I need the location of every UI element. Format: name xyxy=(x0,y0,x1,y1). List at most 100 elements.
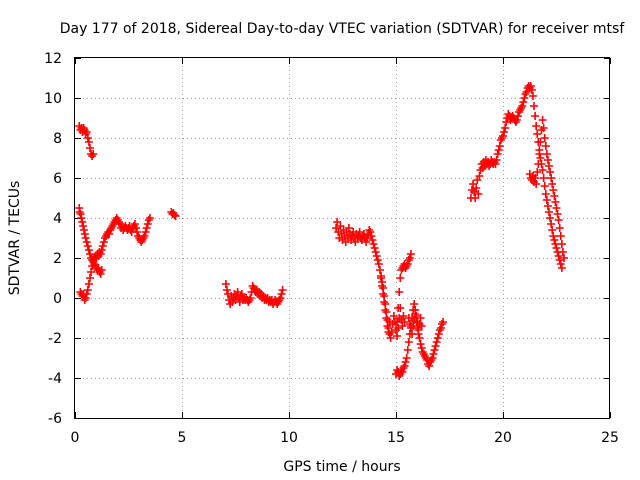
data-point xyxy=(380,298,389,306)
data-point xyxy=(549,232,558,240)
data-point xyxy=(143,220,152,228)
data-point xyxy=(96,270,105,278)
data-point xyxy=(140,232,149,240)
data-point xyxy=(536,138,545,146)
tick-labels: 0 5 10 15 20 25 -6 -4 -2 0 2 4 6 8 10 12 xyxy=(44,51,619,446)
data-point xyxy=(221,280,230,288)
data-point xyxy=(133,228,142,236)
data-point xyxy=(85,274,94,282)
data-point xyxy=(97,246,106,254)
data-point xyxy=(399,312,408,320)
data-point xyxy=(430,346,439,354)
data-point xyxy=(518,102,527,110)
data-point xyxy=(88,262,97,270)
data-point xyxy=(434,330,443,338)
data-point xyxy=(546,214,555,222)
data-point xyxy=(87,268,96,276)
data-point xyxy=(363,234,372,242)
data-point xyxy=(414,330,423,338)
data-point xyxy=(536,154,545,162)
data-point xyxy=(534,160,543,168)
data-point xyxy=(531,112,540,120)
data-point xyxy=(417,322,426,330)
data-point xyxy=(539,124,548,132)
data-point xyxy=(416,314,425,322)
data-point xyxy=(404,314,413,322)
data-point xyxy=(519,98,528,106)
data-point xyxy=(386,334,395,342)
data-point xyxy=(546,168,555,176)
data-point xyxy=(171,212,180,220)
data-point xyxy=(543,202,552,210)
data-point xyxy=(495,142,504,150)
x-tick-label: 5 xyxy=(178,430,187,446)
data-point xyxy=(532,180,541,188)
data-point xyxy=(428,354,437,362)
data-point xyxy=(553,210,562,218)
data-point xyxy=(84,138,93,146)
data-point xyxy=(548,226,557,234)
data-point xyxy=(559,254,568,262)
x-tick-label: 0 xyxy=(71,430,80,446)
data-point xyxy=(278,286,287,294)
data-point xyxy=(79,222,88,230)
data-point xyxy=(222,286,231,294)
data-point xyxy=(542,196,551,204)
data-point xyxy=(527,86,536,94)
data-point xyxy=(429,350,438,358)
data-point xyxy=(499,132,507,140)
data-point xyxy=(170,211,179,219)
data-point xyxy=(492,156,501,164)
data-point xyxy=(131,224,140,232)
data-point xyxy=(431,342,440,350)
data-point xyxy=(367,232,376,240)
data-point xyxy=(142,224,151,232)
data-point xyxy=(540,182,549,190)
data-point xyxy=(84,246,93,254)
data-point xyxy=(89,150,98,158)
data-point xyxy=(381,306,390,314)
y-tick-label: 8 xyxy=(53,131,62,147)
data-point xyxy=(372,252,381,260)
data-point xyxy=(539,174,548,182)
data-point xyxy=(416,340,425,348)
data-point xyxy=(98,242,107,250)
data-point xyxy=(83,134,92,142)
data-point xyxy=(130,220,139,228)
y-tick-label: 10 xyxy=(44,91,62,107)
data-point xyxy=(491,160,500,168)
data-point xyxy=(533,130,542,138)
data-point xyxy=(277,290,286,298)
data-point xyxy=(535,150,544,158)
y-tick-label: 12 xyxy=(44,51,62,67)
data-point xyxy=(81,294,90,302)
data-point xyxy=(547,220,556,228)
data-point xyxy=(530,102,539,110)
data-point xyxy=(398,368,407,376)
y-tick-label: 2 xyxy=(53,251,62,267)
x-tick-label: 20 xyxy=(494,430,512,446)
data-point xyxy=(526,82,535,90)
data-point xyxy=(493,150,502,158)
y-tick-label: -6 xyxy=(48,411,62,427)
data-point xyxy=(384,328,393,336)
data-point xyxy=(502,118,511,126)
data-point xyxy=(557,240,566,248)
data-point xyxy=(543,156,552,164)
data-point xyxy=(547,174,556,182)
x-axis-label: GPS time / hours xyxy=(283,459,400,475)
data-point xyxy=(76,210,85,218)
data-point xyxy=(556,232,565,240)
chart-title: Day 177 of 2018, Sidereal Day-to-day VTE… xyxy=(60,21,626,37)
data-point xyxy=(78,218,87,226)
data-point xyxy=(82,290,91,298)
data-point xyxy=(80,230,89,238)
data-point xyxy=(541,142,550,150)
data-point xyxy=(402,354,411,362)
data-point xyxy=(552,244,561,252)
data-point xyxy=(368,236,377,244)
data-point xyxy=(82,238,91,246)
data-point xyxy=(549,186,558,194)
data-point xyxy=(550,236,559,244)
